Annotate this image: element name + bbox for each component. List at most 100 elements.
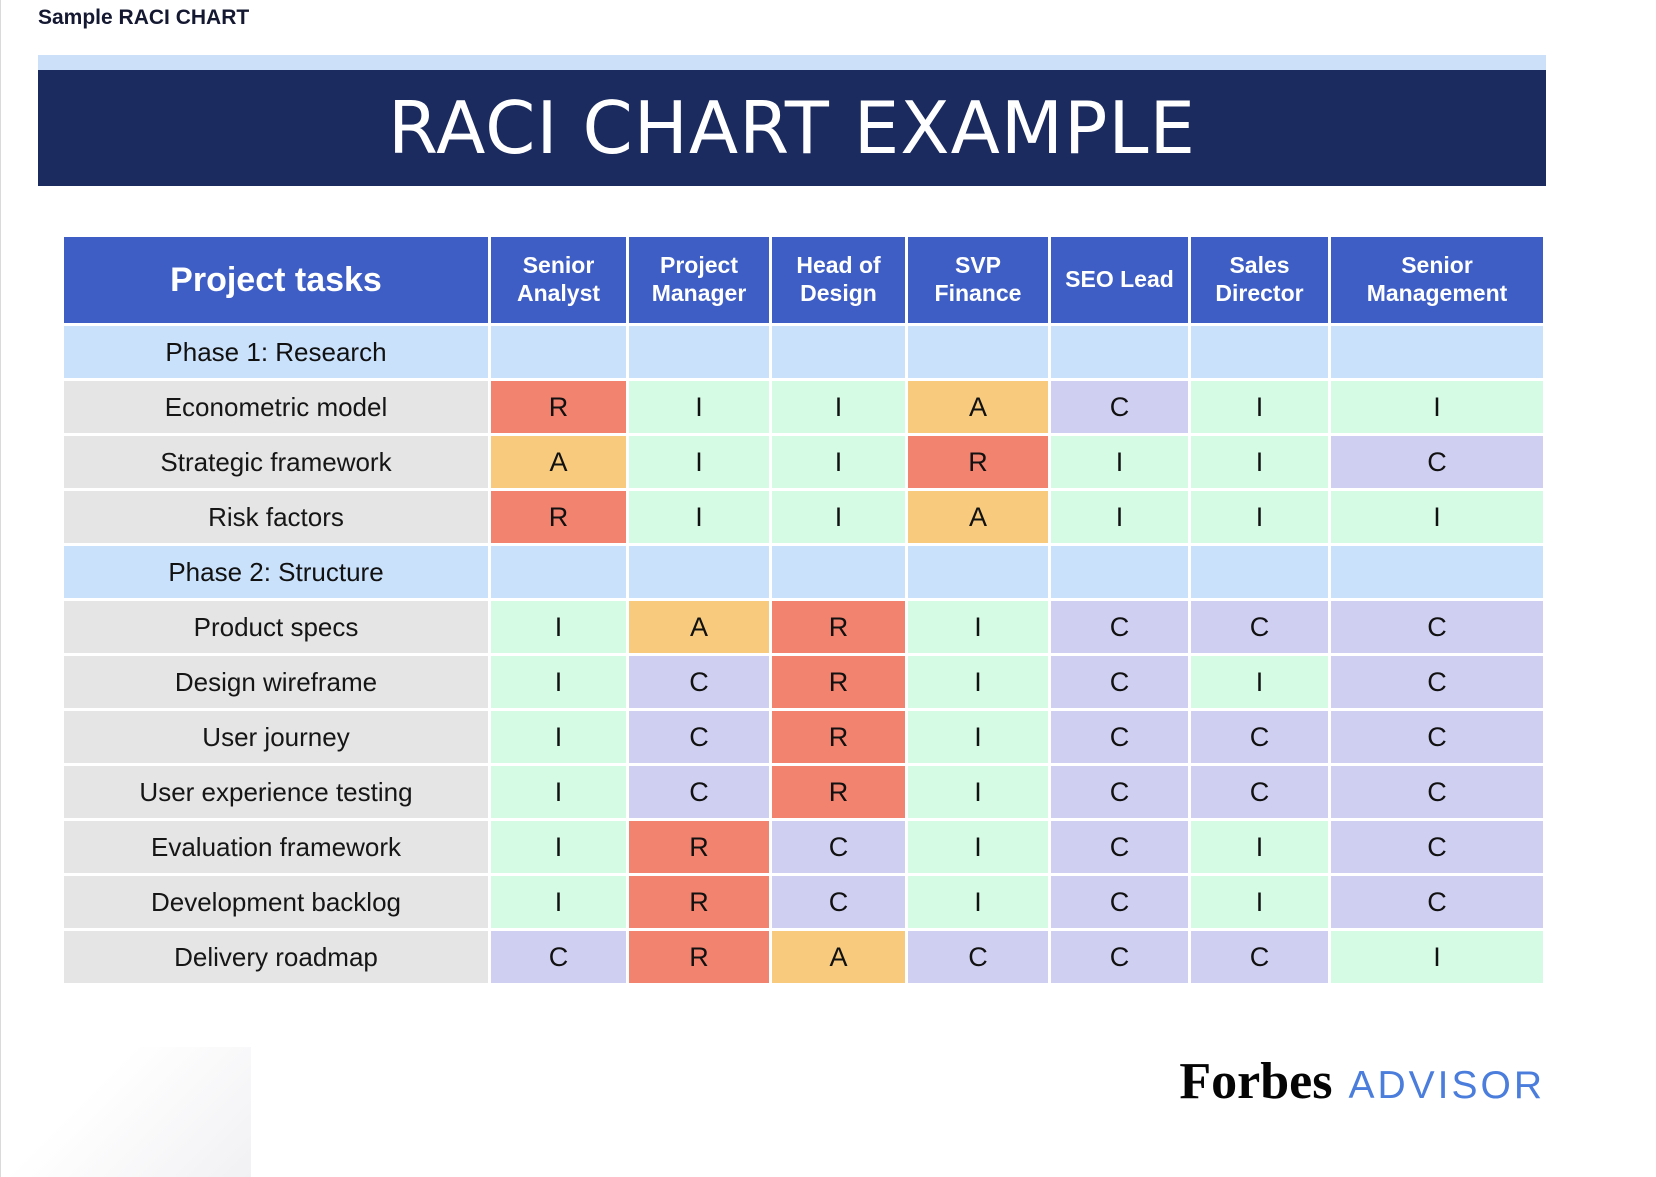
raci-cell-C: C [1331,821,1543,873]
raci-cell-I: I [1191,436,1328,488]
phase-label: Phase 2: Structure [64,546,488,598]
role-header: Senior Analyst [491,237,626,323]
raci-cell-C: C [1191,601,1328,653]
raci-cell-R: R [772,601,905,653]
phase-empty-cell [1331,546,1543,598]
raci-table: Project tasks Senior Analyst Project Mana… [61,234,1546,986]
task-label: Design wireframe [64,656,488,708]
raci-cell-R: R [772,766,905,818]
raci-cell-A: A [629,601,769,653]
task-row: User experience testing I C R I C C C [64,766,1543,818]
phase-empty-cell [772,326,905,378]
tasks-column-header: Project tasks [64,237,488,323]
role-header: Senior Management [1331,237,1543,323]
raci-cell-I: I [1331,381,1543,433]
raci-cell-R: R [908,436,1048,488]
task-row: Delivery roadmap C R A C C C I [64,931,1543,983]
raci-cell-I: I [1191,656,1328,708]
raci-cell-I: I [772,491,905,543]
raci-cell-I: I [491,656,626,708]
task-label: User experience testing [64,766,488,818]
raci-cell-C: C [1191,766,1328,818]
raci-cell-C: C [1191,711,1328,763]
task-label: Delivery roadmap [64,931,488,983]
role-header: SEO Lead [1051,237,1188,323]
task-row: User journey I C R I C C C [64,711,1543,763]
raci-cell-I: I [629,491,769,543]
raci-cell-C: C [1331,876,1543,928]
raci-cell-C: C [772,876,905,928]
raci-cell-C: C [1331,766,1543,818]
raci-cell-I: I [491,711,626,763]
raci-cell-I: I [491,766,626,818]
raci-cell-R: R [491,381,626,433]
raci-cell-C: C [1331,436,1543,488]
raci-cell-R: R [772,711,905,763]
raci-cell-C: C [1191,931,1328,983]
raci-cell-I: I [908,766,1048,818]
raci-cell-I: I [1191,381,1328,433]
raci-cell-C: C [1051,766,1188,818]
task-row: Strategic framework A I I R I I C [64,436,1543,488]
raci-cell-I: I [908,876,1048,928]
raci-cell-C: C [1331,711,1543,763]
phase-row: Phase 2: Structure [64,546,1543,598]
raci-cell-C: C [491,931,626,983]
raci-cell-I: I [908,601,1048,653]
phase-empty-cell [491,326,626,378]
raci-cell-A: A [908,491,1048,543]
phase-empty-cell [629,326,769,378]
raci-cell-C: C [908,931,1048,983]
phase-empty-cell [1051,546,1188,598]
phase-empty-cell [491,546,626,598]
task-row: Evaluation framework I R C I C I C [64,821,1543,873]
advisor-wordmark: ADVISOR [1348,1064,1545,1107]
raci-cell-R: R [772,656,905,708]
phase-empty-cell [908,326,1048,378]
phase-empty-cell [908,546,1048,598]
phase-label: Phase 1: Research [64,326,488,378]
banner-strip [38,55,1546,70]
raci-cell-A: A [491,436,626,488]
raci-cell-I: I [1191,491,1328,543]
phase-empty-cell [772,546,905,598]
raci-cell-I: I [1331,931,1543,983]
phase-empty-cell [1191,546,1328,598]
raci-cell-I: I [491,601,626,653]
raci-cell-I: I [1191,876,1328,928]
role-header: Head of Design [772,237,905,323]
task-row: Econometric model R I I A C I I [64,381,1543,433]
raci-cell-R: R [629,931,769,983]
raci-cell-C: C [1331,656,1543,708]
task-row: Development backlog I R C I C I C [64,876,1543,928]
phase-empty-cell [1191,326,1328,378]
forbes-wordmark: Forbes [1179,1053,1333,1110]
footer-logo: Forbes ADVISOR [1179,1052,1545,1111]
raci-cell-I: I [1051,436,1188,488]
raci-cell-C: C [1051,601,1188,653]
banner-title: RACI CHART EXAMPLE [387,86,1197,170]
raci-cell-R: R [629,821,769,873]
raci-cell-I: I [491,821,626,873]
raci-cell-A: A [772,931,905,983]
raci-cell-C: C [1051,821,1188,873]
page-title: Sample RACI CHART [38,6,250,29]
task-label: Product specs [64,601,488,653]
raci-cell-I: I [629,381,769,433]
task-row: Product specs I A R I C C C [64,601,1543,653]
corner-shade-decoration [1,1047,251,1177]
role-header: SVP Finance [908,237,1048,323]
raci-cell-C: C [1051,381,1188,433]
raci-cell-I: I [772,381,905,433]
raci-cell-C: C [629,711,769,763]
raci-cell-R: R [491,491,626,543]
task-label: Evaluation framework [64,821,488,873]
task-label: Econometric model [64,381,488,433]
task-label: Strategic framework [64,436,488,488]
phase-empty-cell [1331,326,1543,378]
role-header: Sales Director [1191,237,1328,323]
raci-cell-I: I [1191,821,1328,873]
phase-empty-cell [629,546,769,598]
raci-cell-I: I [491,876,626,928]
